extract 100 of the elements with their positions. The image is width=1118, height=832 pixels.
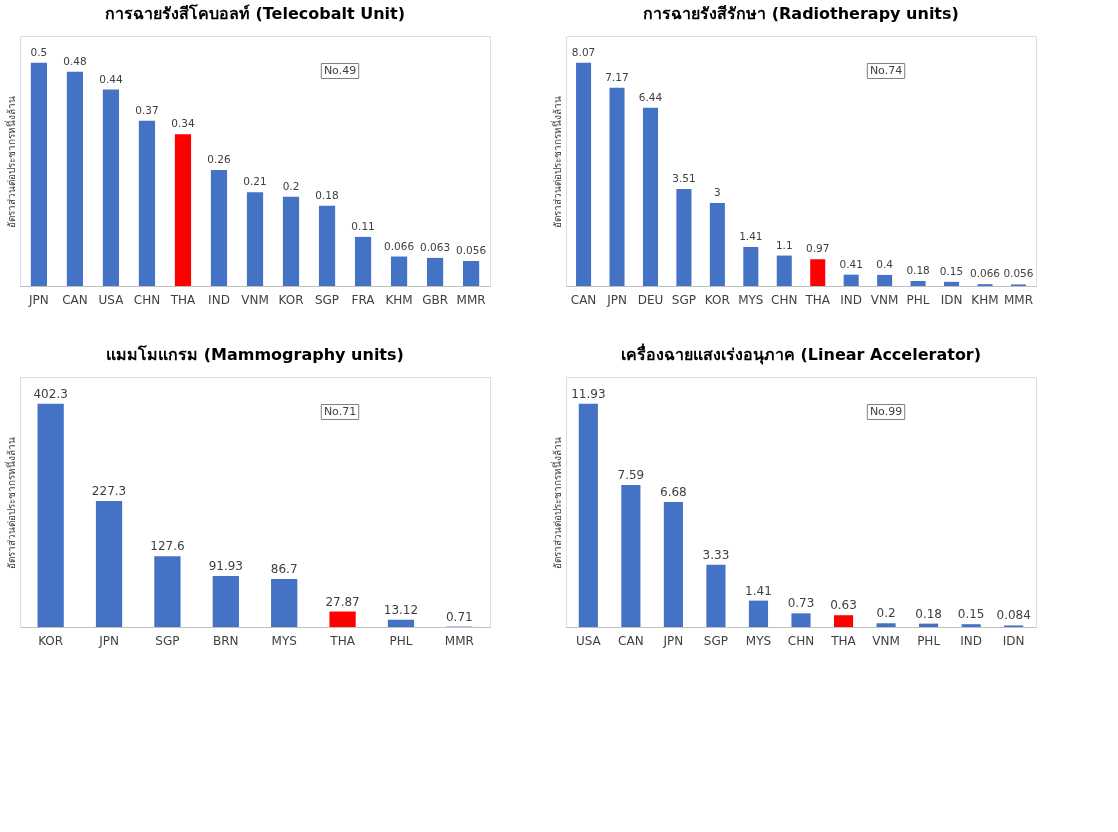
data-label: 6.44 <box>638 90 663 103</box>
bar <box>876 623 896 627</box>
data-label: 0.37 <box>135 103 159 116</box>
x-tick-label: IDN <box>940 292 963 307</box>
bar <box>387 619 415 627</box>
x-tick-label: IND <box>840 292 863 307</box>
data-label: 0.18 <box>315 188 339 201</box>
bar <box>810 259 826 286</box>
bar <box>174 134 192 286</box>
x-tick-label: PHL <box>389 633 413 648</box>
bar <box>318 205 336 286</box>
x-tick-label: MYS <box>745 633 772 648</box>
x-tick-label: USA <box>98 292 125 307</box>
x-tick-label: CHN <box>787 633 815 648</box>
x-tick-label: THA <box>830 633 857 648</box>
annotation: No.49 <box>323 64 357 77</box>
x-tick-label: THA <box>329 633 356 648</box>
bar <box>676 188 692 286</box>
bar <box>944 281 960 286</box>
bar <box>621 484 641 627</box>
y-axis-title: อัตราส่วนต่อประชากรหนึ่งล้าน <box>549 436 563 569</box>
data-label: 0.084 <box>996 608 1031 623</box>
x-tick-label: VNM <box>241 292 269 307</box>
x-tick-label: MMR <box>1003 292 1033 307</box>
data-label: 1.41 <box>745 583 772 598</box>
bar <box>833 615 854 627</box>
y-axis-title: อัตราส่วนต่อประชากรหนึ่งล้าน <box>3 436 17 569</box>
data-label: 11.93 <box>571 386 606 401</box>
bar <box>663 502 683 627</box>
x-tick-label: MYS <box>738 292 764 307</box>
data-label: 6.68 <box>660 485 687 500</box>
data-label: 402.3 <box>33 386 68 401</box>
data-label: 0.18 <box>915 606 942 621</box>
data-label: 3.51 <box>672 171 696 184</box>
data-label: 27.87 <box>325 594 360 609</box>
bar <box>282 196 300 286</box>
bar <box>426 257 444 286</box>
x-tick-label: THA <box>169 292 197 307</box>
data-label: 0.2 <box>876 606 896 621</box>
data-label: 0.21 <box>243 175 267 188</box>
x-tick-label: VNM <box>870 292 899 307</box>
x-tick-label: KOR <box>278 292 304 307</box>
chart-title: การฉายรังสีโคบอลท์ (Telecobalt Unit) <box>104 3 406 23</box>
y-axis-title: อัตราส่วนต่อประชากรหนึ่งล้าน <box>549 95 563 228</box>
x-tick-label: IDN <box>1002 633 1025 648</box>
data-label: 0.34 <box>171 117 195 130</box>
x-tick-label: SGP <box>314 292 340 307</box>
x-tick-label: IND <box>960 633 983 648</box>
x-tick-label: DEU <box>637 292 664 307</box>
bar <box>706 564 726 627</box>
x-tick-label: JPN <box>98 633 119 648</box>
x-tick-label: CHN <box>133 292 161 307</box>
x-tick-label: CAN <box>618 633 644 648</box>
bar <box>642 107 658 286</box>
bar <box>576 62 592 286</box>
bar <box>102 89 120 286</box>
data-label: 0.2 <box>282 179 300 192</box>
bar <box>329 611 356 627</box>
bar <box>910 281 926 286</box>
bar <box>843 274 859 286</box>
annotation: No.99 <box>869 405 903 418</box>
x-tick-label: MMR <box>456 292 486 307</box>
data-label: 0.056 <box>456 244 487 256</box>
x-tick-label: IND <box>208 292 230 307</box>
x-tick-label: JPN <box>662 633 684 648</box>
x-tick-label: JPN <box>606 292 627 307</box>
data-label: 0.48 <box>63 54 87 67</box>
x-tick-label: JPN <box>28 292 49 307</box>
data-label: 127.6 <box>150 539 185 554</box>
data-label: 0.063 <box>420 240 451 253</box>
bar <box>748 600 769 627</box>
data-label: 0.63 <box>830 598 857 613</box>
data-label: 0.71 <box>445 609 473 624</box>
chart-title: เครื่องฉายแสงเร่งอนุภาค (Linear Accelerator) <box>620 343 982 365</box>
data-label: 7.59 <box>617 467 645 482</box>
x-tick-label: KOR <box>38 633 64 648</box>
data-label: 0.066 <box>969 267 1001 280</box>
data-label: 3 <box>714 186 721 199</box>
data-label: 1.1 <box>775 238 793 251</box>
x-tick-label: SGP <box>671 292 696 307</box>
data-label: 0.15 <box>957 607 985 622</box>
chart-title: การฉายรังสีรักษา (Radiotherapy units) <box>643 4 959 23</box>
x-tick-label: CAN <box>62 292 88 307</box>
bar <box>877 274 893 286</box>
bar <box>462 261 480 286</box>
data-label: 0.26 <box>207 152 231 165</box>
bar <box>66 71 84 286</box>
bar <box>212 575 239 627</box>
x-tick-label: BRN <box>213 633 239 648</box>
x-tick-label: VNM <box>872 633 900 648</box>
bar <box>776 255 792 286</box>
x-tick-label: SGP <box>155 633 180 648</box>
bar <box>609 87 625 286</box>
x-tick-label: KHM <box>971 292 999 307</box>
bar <box>210 169 228 286</box>
chart-title: แมมโมแกรม (Mammography units) <box>106 344 404 364</box>
annotation: No.74 <box>869 64 903 77</box>
x-tick-label: PHL <box>906 292 930 307</box>
data-label: 0.73 <box>787 596 815 611</box>
bar <box>30 62 48 286</box>
